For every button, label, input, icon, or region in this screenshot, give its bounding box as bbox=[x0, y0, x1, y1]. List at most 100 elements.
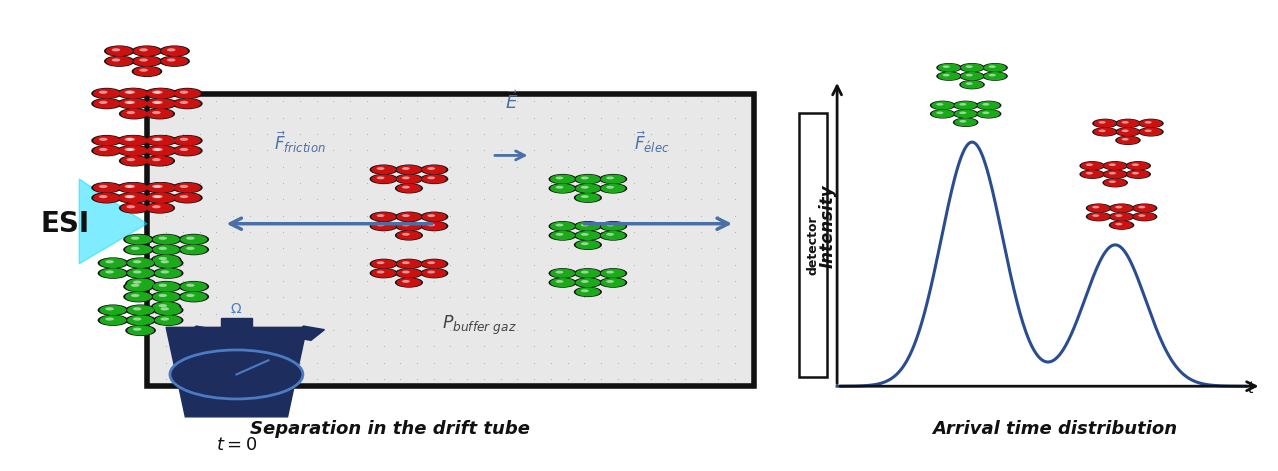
Circle shape bbox=[161, 260, 169, 263]
Circle shape bbox=[548, 277, 576, 288]
Circle shape bbox=[106, 46, 133, 56]
Circle shape bbox=[1109, 203, 1135, 213]
Circle shape bbox=[1134, 212, 1155, 221]
Circle shape bbox=[130, 247, 139, 250]
Circle shape bbox=[179, 244, 210, 255]
Circle shape bbox=[1134, 204, 1155, 212]
Circle shape bbox=[1093, 119, 1118, 128]
Circle shape bbox=[124, 101, 133, 104]
Circle shape bbox=[174, 89, 201, 98]
Circle shape bbox=[377, 261, 385, 264]
Circle shape bbox=[133, 328, 142, 331]
Circle shape bbox=[396, 184, 422, 193]
Circle shape bbox=[422, 165, 446, 174]
Circle shape bbox=[1109, 172, 1116, 175]
Circle shape bbox=[127, 278, 155, 288]
Circle shape bbox=[606, 224, 613, 227]
Circle shape bbox=[152, 205, 161, 208]
Circle shape bbox=[127, 185, 135, 188]
Bar bbox=[799, 113, 827, 377]
Circle shape bbox=[155, 268, 181, 278]
Circle shape bbox=[100, 258, 127, 268]
Circle shape bbox=[127, 111, 135, 114]
Circle shape bbox=[127, 101, 135, 104]
Circle shape bbox=[124, 148, 133, 151]
Circle shape bbox=[575, 287, 601, 296]
Circle shape bbox=[148, 146, 175, 156]
Circle shape bbox=[91, 182, 121, 193]
Circle shape bbox=[1086, 172, 1093, 175]
Circle shape bbox=[1103, 161, 1128, 171]
Circle shape bbox=[1109, 212, 1135, 221]
Circle shape bbox=[127, 148, 135, 151]
Bar bbox=[290, 326, 325, 341]
Circle shape bbox=[105, 270, 114, 274]
Circle shape bbox=[599, 268, 627, 278]
Bar bbox=[221, 318, 252, 330]
Circle shape bbox=[124, 138, 133, 141]
Circle shape bbox=[187, 247, 194, 250]
Circle shape bbox=[133, 260, 142, 263]
Circle shape bbox=[152, 282, 180, 292]
Circle shape bbox=[179, 281, 210, 292]
Circle shape bbox=[403, 270, 410, 274]
Circle shape bbox=[155, 315, 181, 325]
Circle shape bbox=[93, 183, 120, 193]
Circle shape bbox=[937, 103, 943, 106]
Circle shape bbox=[369, 211, 397, 222]
Circle shape bbox=[1111, 204, 1132, 212]
Circle shape bbox=[1093, 206, 1099, 209]
Circle shape bbox=[116, 145, 147, 156]
Circle shape bbox=[377, 224, 385, 227]
Circle shape bbox=[148, 89, 175, 98]
Circle shape bbox=[396, 165, 422, 174]
Circle shape bbox=[152, 185, 161, 188]
Text: $\vec{F}_{friction}$: $\vec{F}_{friction}$ bbox=[275, 130, 326, 155]
Circle shape bbox=[125, 268, 156, 279]
Circle shape bbox=[120, 203, 148, 213]
Circle shape bbox=[127, 138, 135, 141]
Circle shape bbox=[155, 138, 162, 141]
Circle shape bbox=[111, 48, 120, 51]
Circle shape bbox=[1132, 212, 1158, 221]
Circle shape bbox=[395, 164, 423, 175]
Circle shape bbox=[180, 195, 188, 198]
Circle shape bbox=[422, 221, 446, 231]
Circle shape bbox=[581, 224, 589, 227]
Circle shape bbox=[161, 270, 169, 274]
Circle shape bbox=[98, 90, 107, 94]
Circle shape bbox=[124, 90, 133, 94]
Circle shape bbox=[147, 145, 178, 156]
Circle shape bbox=[133, 46, 161, 56]
Circle shape bbox=[144, 135, 175, 146]
Circle shape bbox=[158, 257, 167, 260]
Circle shape bbox=[146, 193, 174, 203]
Circle shape bbox=[420, 221, 449, 231]
Circle shape bbox=[1081, 162, 1103, 170]
Circle shape bbox=[119, 88, 150, 99]
Circle shape bbox=[1132, 163, 1139, 166]
Circle shape bbox=[961, 81, 983, 89]
Circle shape bbox=[369, 174, 397, 184]
Circle shape bbox=[151, 291, 181, 302]
Circle shape bbox=[372, 212, 396, 221]
Circle shape bbox=[551, 184, 575, 193]
Circle shape bbox=[119, 146, 146, 156]
Circle shape bbox=[127, 205, 135, 208]
Circle shape bbox=[1086, 212, 1112, 221]
Circle shape bbox=[1109, 220, 1135, 230]
Circle shape bbox=[581, 289, 589, 292]
Circle shape bbox=[601, 231, 625, 240]
Circle shape bbox=[420, 174, 449, 184]
Circle shape bbox=[551, 269, 575, 278]
Circle shape bbox=[955, 110, 976, 118]
Circle shape bbox=[1093, 127, 1118, 137]
Circle shape bbox=[91, 98, 121, 109]
Circle shape bbox=[151, 244, 181, 255]
Circle shape bbox=[377, 167, 385, 170]
Circle shape bbox=[125, 304, 156, 316]
Circle shape bbox=[97, 304, 128, 316]
Circle shape bbox=[966, 74, 973, 76]
Circle shape bbox=[133, 56, 161, 66]
Circle shape bbox=[599, 183, 627, 194]
